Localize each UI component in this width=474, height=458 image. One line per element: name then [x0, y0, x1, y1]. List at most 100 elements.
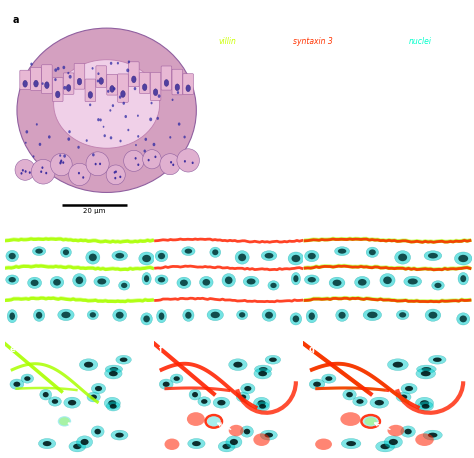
Ellipse shape — [109, 371, 118, 376]
Ellipse shape — [293, 275, 299, 282]
Ellipse shape — [428, 312, 438, 319]
Ellipse shape — [60, 161, 62, 164]
Ellipse shape — [151, 102, 153, 104]
Ellipse shape — [119, 175, 121, 178]
Ellipse shape — [217, 400, 226, 405]
Ellipse shape — [398, 254, 407, 261]
Ellipse shape — [185, 312, 191, 319]
Ellipse shape — [255, 402, 270, 411]
Ellipse shape — [115, 433, 124, 437]
Ellipse shape — [258, 371, 267, 376]
Ellipse shape — [48, 397, 61, 406]
Ellipse shape — [89, 254, 97, 261]
Ellipse shape — [91, 394, 97, 399]
Circle shape — [124, 150, 144, 171]
Ellipse shape — [423, 430, 442, 440]
Ellipse shape — [175, 84, 180, 91]
Ellipse shape — [50, 276, 64, 288]
Ellipse shape — [55, 91, 60, 98]
Ellipse shape — [53, 279, 61, 286]
Ellipse shape — [155, 275, 168, 284]
Ellipse shape — [237, 392, 250, 402]
Ellipse shape — [63, 249, 69, 255]
Ellipse shape — [59, 154, 61, 157]
Ellipse shape — [155, 251, 168, 262]
Ellipse shape — [144, 275, 149, 282]
Ellipse shape — [42, 82, 44, 85]
Ellipse shape — [460, 275, 466, 282]
Ellipse shape — [103, 126, 104, 128]
Ellipse shape — [237, 310, 248, 320]
Ellipse shape — [230, 439, 238, 445]
Ellipse shape — [346, 392, 353, 398]
Ellipse shape — [116, 312, 124, 319]
Ellipse shape — [125, 115, 127, 118]
Ellipse shape — [103, 134, 106, 137]
Ellipse shape — [143, 316, 150, 322]
Ellipse shape — [23, 81, 27, 87]
Ellipse shape — [7, 310, 17, 323]
Ellipse shape — [29, 171, 31, 174]
Ellipse shape — [91, 383, 106, 394]
Ellipse shape — [145, 138, 147, 141]
Ellipse shape — [9, 312, 15, 320]
FancyBboxPatch shape — [85, 79, 96, 102]
FancyBboxPatch shape — [42, 65, 52, 93]
Ellipse shape — [405, 386, 413, 391]
Ellipse shape — [118, 281, 130, 290]
Ellipse shape — [239, 312, 245, 317]
Ellipse shape — [134, 87, 137, 90]
Ellipse shape — [192, 441, 201, 446]
Ellipse shape — [54, 78, 57, 81]
Text: /: / — [399, 37, 401, 46]
Circle shape — [187, 412, 205, 426]
Ellipse shape — [43, 441, 52, 446]
Ellipse shape — [66, 85, 71, 91]
Ellipse shape — [97, 80, 99, 82]
Ellipse shape — [43, 392, 49, 398]
Ellipse shape — [210, 247, 221, 257]
Ellipse shape — [40, 170, 42, 173]
Ellipse shape — [64, 397, 81, 408]
Circle shape — [15, 159, 35, 180]
Circle shape — [228, 425, 244, 436]
FancyBboxPatch shape — [107, 74, 118, 95]
Ellipse shape — [255, 365, 272, 373]
FancyBboxPatch shape — [161, 66, 172, 90]
Ellipse shape — [107, 90, 109, 93]
Ellipse shape — [32, 247, 46, 256]
Ellipse shape — [172, 164, 174, 166]
Ellipse shape — [33, 155, 35, 158]
Ellipse shape — [158, 253, 165, 259]
Ellipse shape — [428, 253, 438, 258]
Ellipse shape — [322, 374, 336, 383]
Ellipse shape — [207, 309, 223, 321]
Ellipse shape — [241, 383, 255, 394]
Ellipse shape — [61, 311, 71, 318]
Ellipse shape — [106, 402, 120, 411]
Ellipse shape — [244, 386, 251, 391]
Circle shape — [340, 412, 361, 426]
Ellipse shape — [109, 136, 112, 139]
Ellipse shape — [116, 355, 131, 364]
Ellipse shape — [400, 394, 407, 399]
Ellipse shape — [105, 368, 122, 379]
Ellipse shape — [97, 118, 100, 121]
Circle shape — [363, 416, 378, 426]
Ellipse shape — [420, 400, 429, 406]
Ellipse shape — [418, 402, 433, 411]
Ellipse shape — [126, 69, 129, 72]
Ellipse shape — [433, 358, 442, 362]
Ellipse shape — [456, 313, 470, 325]
Ellipse shape — [424, 251, 442, 261]
Ellipse shape — [36, 312, 42, 319]
Ellipse shape — [380, 273, 395, 287]
Ellipse shape — [343, 389, 356, 400]
Ellipse shape — [304, 275, 319, 284]
Circle shape — [365, 417, 377, 425]
FancyBboxPatch shape — [128, 62, 139, 87]
Ellipse shape — [415, 397, 434, 409]
Ellipse shape — [39, 143, 41, 146]
Ellipse shape — [77, 78, 82, 85]
Ellipse shape — [202, 279, 210, 286]
